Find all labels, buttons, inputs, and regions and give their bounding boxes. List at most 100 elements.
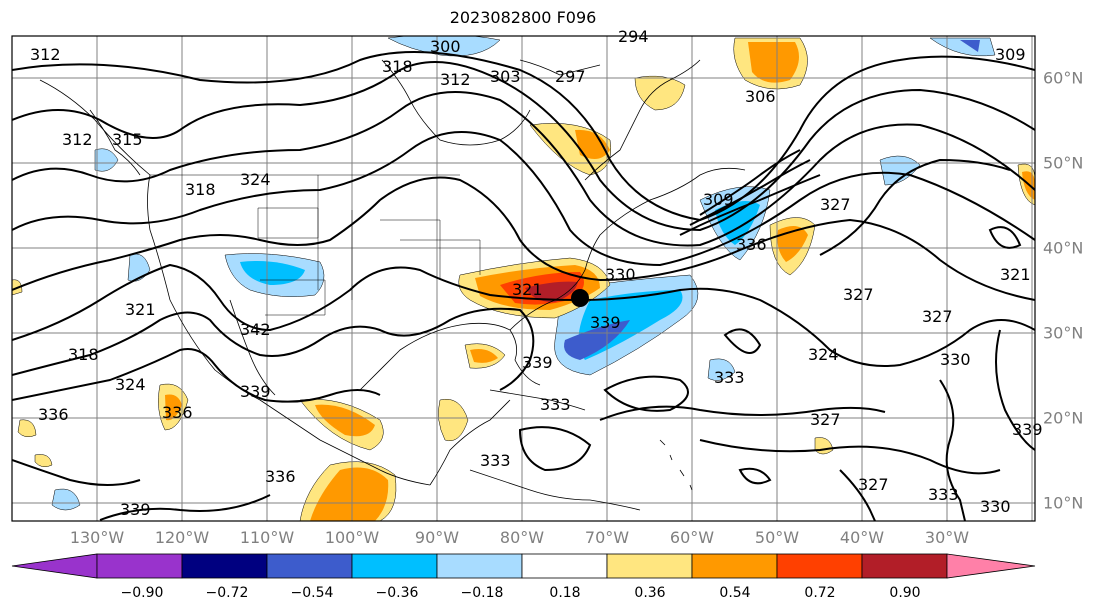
- colorbar-tick: 0.72: [804, 585, 836, 601]
- colorbar-segment: [521, 553, 608, 579]
- colorbar-extend-high: [946, 553, 1036, 579]
- colorbar-segment: [96, 553, 183, 579]
- colorbar-segment: [776, 553, 863, 579]
- colorbar-segment: [181, 553, 268, 579]
- colorbar-segment: [266, 553, 353, 579]
- shade-positive: [748, 42, 799, 83]
- shade-positive: [634, 75, 686, 111]
- height-contours: [12, 51, 1035, 521]
- lat-label: 10°N: [1043, 493, 1084, 513]
- contour-label: 327: [810, 410, 841, 429]
- shade-positive: [17, 419, 37, 438]
- contour-label: 306: [745, 87, 776, 106]
- contour-label: 312: [62, 130, 93, 149]
- contour-label: 318: [68, 345, 99, 364]
- contour-label-group: 312 318 312 303 297 294 306 309 315 312 …: [30, 27, 1043, 519]
- map-title: 2023082800 F096: [449, 8, 597, 27]
- lon-label: 40°W: [839, 528, 885, 547]
- contour-label: 339: [120, 500, 151, 519]
- lon-label: 50°W: [754, 528, 800, 547]
- shade-positive: [525, 281, 578, 303]
- colorbar-segment: [691, 553, 778, 579]
- contour-label: 321: [1000, 265, 1031, 284]
- contour-label: 309: [703, 190, 734, 209]
- lat-label: 30°N: [1043, 323, 1084, 343]
- contour-label: 294: [618, 27, 649, 46]
- contour-label: 327: [922, 307, 953, 326]
- lon-label: 100°W: [324, 528, 380, 547]
- contour-label: 312: [30, 45, 61, 64]
- shade-negative: [240, 261, 305, 285]
- contour-label: 318: [185, 180, 216, 199]
- colorbar-tick: −0.72: [205, 585, 249, 601]
- contour-label: 336: [736, 235, 767, 254]
- lat-label: 50°N: [1043, 153, 1084, 173]
- shade-negative: [564, 320, 630, 360]
- lat-label: 60°N: [1043, 68, 1084, 88]
- contour-label: 342: [240, 320, 271, 339]
- contour-label: 324: [115, 375, 146, 394]
- colorbar-tick: 0.36: [634, 585, 666, 601]
- shade-negative: [960, 40, 980, 52]
- colorbar-extend-low: [11, 553, 98, 579]
- contour-label: 330: [980, 497, 1011, 516]
- colorbar-tick: 0.18: [549, 585, 581, 601]
- shade-negative: [51, 488, 81, 511]
- colorbar-tick: 0.54: [719, 585, 751, 601]
- lon-label: 90°W: [414, 528, 460, 547]
- contour-label: 336: [265, 467, 296, 486]
- shade-positive: [575, 129, 610, 159]
- colorbar-tick: −0.18: [460, 585, 504, 601]
- colorbar-segment: [606, 553, 693, 579]
- colorbar-segment: [861, 553, 948, 579]
- colorbar-segment: [351, 553, 438, 579]
- contour-label: 297: [555, 67, 586, 86]
- contour-label: 303: [490, 67, 521, 86]
- contour-label: 318: [382, 57, 413, 76]
- lat-label: 40°N: [1043, 238, 1084, 258]
- shade-negative: [94, 148, 119, 172]
- contour-label: 333: [540, 395, 571, 414]
- shade-positive: [310, 467, 389, 521]
- contour-label: 321: [125, 300, 156, 319]
- state-borders: [150, 174, 481, 316]
- shade-positive: [165, 394, 182, 421]
- storm-center-marker: [571, 289, 589, 307]
- contour-label: 336: [38, 405, 69, 424]
- lon-label: 80°W: [499, 528, 545, 547]
- lat-label: 20°N: [1043, 408, 1084, 428]
- lon-label: 110°W: [239, 528, 295, 547]
- contour-label: 327: [820, 195, 851, 214]
- contour-label: 324: [240, 170, 271, 189]
- colorbar-tick: −0.90: [120, 585, 164, 601]
- contour-label: 324: [808, 345, 839, 364]
- contour-label: 312: [440, 70, 471, 89]
- contour-label: 333: [714, 368, 745, 387]
- shaded-fields: [12, 36, 1035, 521]
- contour-label: 339: [240, 382, 271, 401]
- contour-label: 330: [940, 350, 971, 369]
- shade-positive: [438, 398, 469, 442]
- contour-label: 333: [480, 451, 511, 470]
- contour-label: 330: [605, 265, 636, 284]
- contour-label: 339: [590, 313, 621, 332]
- contour-label: 300: [430, 37, 461, 56]
- shade-positive: [470, 349, 498, 363]
- contour-label: 339: [1012, 420, 1043, 439]
- contour-label: 339: [522, 353, 553, 372]
- lon-label: 120°W: [154, 528, 210, 547]
- colorbar: [11, 553, 1036, 579]
- contour-label: 315: [112, 130, 143, 149]
- lon-label: 30°W: [924, 528, 970, 547]
- shade-positive: [315, 404, 375, 437]
- shade-negative: [387, 36, 501, 57]
- contour-label: 327: [858, 475, 889, 494]
- lon-label: 130°W: [69, 528, 125, 547]
- colorbar-tick: −0.54: [290, 585, 334, 601]
- contour-label: 333: [928, 485, 959, 504]
- contour-label: 327: [843, 285, 874, 304]
- contour-label: 309: [995, 45, 1026, 64]
- lon-label: 60°W: [669, 528, 715, 547]
- shade-negative: [707, 358, 736, 381]
